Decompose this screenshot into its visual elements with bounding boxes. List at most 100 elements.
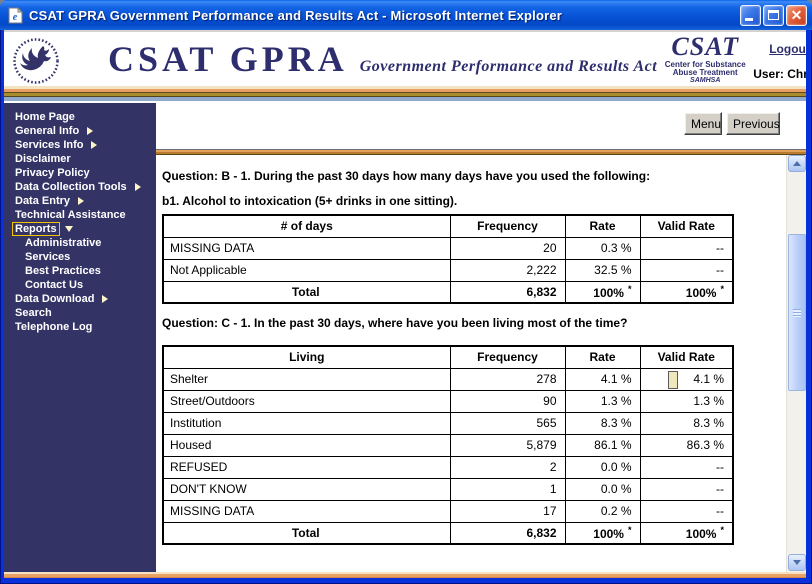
- sidebar-item-administrative[interactable]: Administrative: [4, 236, 156, 250]
- sidebar-item-data-entry[interactable]: Data Entry: [4, 194, 156, 208]
- sidebar-item-label: Services: [25, 251, 71, 263]
- table-row: Institution 565 8.3 % 8.3 %: [162, 411, 734, 435]
- sidebar-item-telephone-log[interactable]: Telephone Log: [4, 320, 156, 334]
- arrow-right-icon: [87, 127, 94, 135]
- sidebar-item-contact-us[interactable]: Contact Us: [4, 278, 156, 292]
- logout-link[interactable]: Logout: [769, 41, 806, 56]
- close-icon: ✕: [790, 6, 803, 23]
- value-cell: 86.3 %: [639, 433, 734, 457]
- page-body: Home Page General Info Services Info Discla…: [4, 103, 806, 572]
- sidebar-item-label: Search: [15, 307, 52, 319]
- maximize-button[interactable]: [763, 4, 784, 26]
- scroll-up-button[interactable]: [788, 155, 806, 172]
- total-value-cell: 100% *: [639, 521, 734, 545]
- column-header: Frequency: [449, 345, 566, 369]
- csat-logo-title: CSAT: [671, 32, 740, 62]
- value-cell: 8.3 %: [639, 411, 734, 435]
- value-cell: --: [639, 477, 734, 501]
- sidebar-item-services[interactable]: Services: [4, 250, 156, 264]
- column-header: Frequency: [449, 214, 566, 238]
- scrollbar-thumb[interactable]: [788, 234, 806, 391]
- arrow-right-icon: [102, 295, 109, 303]
- table-row: REFUSED 2 0.0 % --: [162, 455, 734, 479]
- row-label-cell: Not Applicable: [162, 258, 451, 282]
- value-cell: 5,879: [449, 433, 566, 457]
- menu-button[interactable]: Menu: [684, 112, 722, 135]
- value-cell: 8.3 %: [564, 411, 641, 435]
- table-row: Street/Outdoors 90 1.3 % 1.3 %: [162, 389, 734, 413]
- value-cell: 565: [449, 411, 566, 435]
- question-b-subtitle: b1. Alcohol to intoxication (5+ drinks i…: [162, 194, 458, 208]
- window-controls: ✕: [740, 4, 807, 26]
- scroll-down-button[interactable]: [788, 554, 806, 571]
- table-row: MISSING DATA 20 0.3 % --: [162, 236, 734, 260]
- total-value-cell: 6,832: [449, 521, 566, 545]
- sidebar-item-privacy-policy[interactable]: Privacy Policy: [4, 166, 156, 180]
- brand-title: CSAT GPRA: [108, 39, 348, 79]
- arrow-right-icon: [78, 197, 85, 205]
- arrow-down-icon: [64, 226, 73, 232]
- question-b-title: Question: B - 1. During the past 30 days…: [162, 169, 651, 183]
- table-header-row: Living Frequency Rate Valid Rate: [162, 345, 734, 369]
- row-label-cell: Shelter: [162, 367, 451, 391]
- sidebar-item-data-collection-tools[interactable]: Data Collection Tools: [4, 180, 156, 194]
- value-cell: 90: [449, 389, 566, 413]
- total-value-cell: 100% *: [564, 280, 641, 304]
- column-header: Rate: [564, 214, 641, 238]
- value-cell: 2,222: [449, 258, 566, 282]
- value-cell: 1: [449, 477, 566, 501]
- sidebar-item-label: Data Collection Tools: [15, 181, 127, 193]
- column-header: Valid Rate: [639, 345, 734, 369]
- sidebar-item-services-info[interactable]: Services Info: [4, 138, 156, 152]
- row-label-cell: MISSING DATA: [162, 499, 451, 523]
- column-header: Living: [162, 345, 451, 369]
- csat-logo-line: Abuse Treatment: [672, 67, 738, 77]
- minimize-button[interactable]: [740, 4, 761, 26]
- sidebar-item-label: Data Entry: [15, 195, 71, 207]
- csat-samhsa-logo: CSAT Center for Substance Abuse Treatmen…: [657, 33, 753, 84]
- chevron-up-icon: [793, 161, 801, 166]
- row-label-cell: Institution: [162, 411, 451, 435]
- table-row: Housed 5,879 86.1 % 86.3 %: [162, 433, 734, 457]
- sidebar-item-home-page[interactable]: Home Page: [4, 110, 156, 124]
- sidebar-item-technical-assistance[interactable]: Technical Assistance: [4, 208, 156, 222]
- table-row: Shelter 278 4.1 % 4.1 %: [162, 367, 734, 391]
- yellow-marker: [668, 371, 678, 389]
- sidebar-item-search[interactable]: Search: [4, 306, 156, 320]
- value-cell: 4.1 %: [564, 367, 641, 391]
- ie-document-icon: e: [7, 6, 24, 24]
- total-row: Total 6,832 100% * 100% *: [162, 521, 734, 545]
- previous-button[interactable]: Previous: [726, 112, 780, 135]
- sidebar-item-label: Data Download: [15, 293, 95, 305]
- sidebar-item-data-download[interactable]: Data Download: [4, 292, 156, 306]
- brand-subtitle: Government Performance and Results Act: [359, 58, 658, 75]
- sidebar-item-reports[interactable]: Reports: [4, 222, 156, 236]
- browser-client-area: CSAT GPRA Government Performance and Res…: [4, 30, 806, 578]
- close-button[interactable]: ✕: [786, 4, 807, 26]
- value-cell: 1.3 %: [564, 389, 641, 413]
- logged-in-user: User: Christopher Shumway: [753, 66, 806, 81]
- sidebar-item-general-info[interactable]: General Info: [4, 124, 156, 138]
- column-header: Rate: [564, 345, 641, 369]
- sidebar-item-disclaimer[interactable]: Disclaimer: [4, 152, 156, 166]
- value-cell: 0.0 %: [564, 455, 641, 479]
- value-cell: --: [639, 499, 734, 523]
- chevron-down-icon: [793, 560, 801, 565]
- svg-text:e: e: [13, 12, 18, 23]
- minimize-icon: [745, 17, 753, 21]
- value-cell: 0.3 %: [564, 236, 641, 260]
- content-gold-divider: [156, 149, 806, 155]
- total-value-cell: 100% *: [639, 280, 734, 304]
- vertical-scrollbar[interactable]: [786, 155, 806, 572]
- sidebar-item-best-practices[interactable]: Best Practices: [4, 264, 156, 278]
- value-cell: 2: [449, 455, 566, 479]
- page-header: CSAT GPRA Government Performance and Res…: [4, 32, 806, 86]
- value-cell: --: [639, 258, 734, 282]
- sidebar-item-label: Home Page: [15, 111, 75, 123]
- column-header: # of days: [162, 214, 451, 238]
- sidebar-item-label: Telephone Log: [15, 321, 93, 333]
- total-value-cell: 100% *: [564, 521, 641, 545]
- sidebar-item-label: Contact Us: [25, 279, 84, 291]
- sidebar-item-label: Best Practices: [25, 265, 101, 277]
